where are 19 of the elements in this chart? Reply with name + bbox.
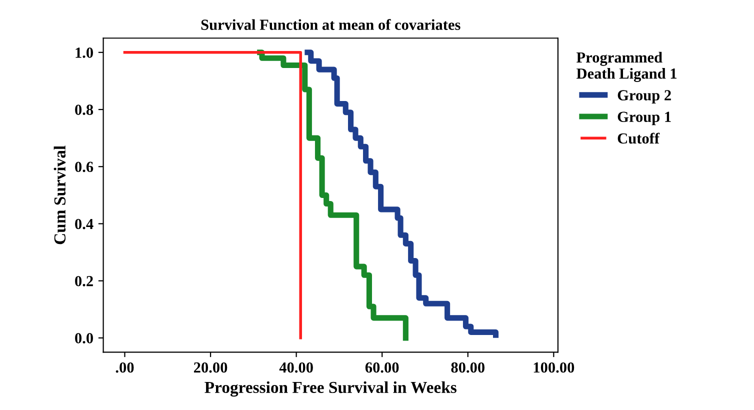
x-tick-label: .00 [116, 362, 134, 373]
y-tick-label: 0.2 [75, 276, 93, 286]
y-tick-label: 0.0 [75, 333, 93, 344]
x-tick-label: 60.00 [365, 362, 399, 373]
y-tick-label: 0.6 [75, 162, 94, 172]
legend-label: Cutoff [618, 132, 660, 144]
y-tick-label: 0.8 [75, 104, 94, 116]
chart-title: Survival Function at mean of covariates [201, 19, 460, 30]
x-tick-label: 80.00 [451, 362, 484, 373]
y-axis-title: Cum Survival [54, 146, 66, 244]
x-tick-label: 40.00 [279, 362, 313, 373]
legend-title: Programmed Death Ligand 1 [576, 52, 676, 82]
y-tick-label: 0.4 [75, 218, 94, 230]
x-tick-label: 20.00 [194, 362, 228, 373]
legend-label: Group 2 [618, 90, 671, 104]
legend-label: Group 1 [618, 112, 671, 126]
y-tick-label: 1.0 [76, 48, 93, 58]
x-axis-title: Progression Free Survival in Weeks [204, 381, 456, 397]
x-tick-label: 100.00 [534, 362, 574, 373]
